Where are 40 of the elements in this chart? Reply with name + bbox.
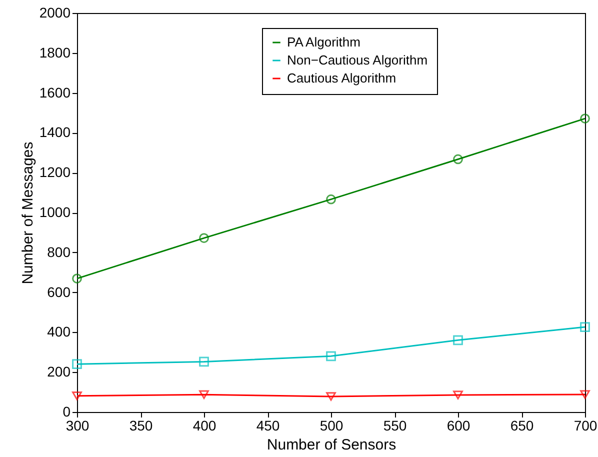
point (580, 114, 590, 124)
y-tick-label: 2000 (39, 4, 71, 20)
y-tick-label: 1800 (39, 44, 71, 60)
x-tick-label: 450 (256, 418, 280, 434)
point (72, 274, 82, 284)
point (326, 351, 336, 362)
point (453, 335, 463, 346)
x-tick-label: 550 (383, 418, 407, 434)
x-tick-label: 700 (574, 418, 598, 434)
y-tick-label: 800 (47, 244, 71, 260)
point (72, 359, 82, 370)
point (326, 194, 336, 204)
x-tick-label: 500 (320, 418, 344, 434)
point (326, 392, 336, 401)
x-tick-label: 300 (66, 418, 90, 434)
y-tick-label: 1200 (39, 164, 71, 180)
x-tick-label: 650 (510, 418, 534, 434)
x-axis-title: Number of Sensors (266, 436, 396, 454)
legend-label: Non−Cautious Algorithm (287, 52, 428, 68)
point (580, 390, 590, 399)
legend-label: PA Algorithm (287, 34, 360, 50)
y-axis-title: Number of Messages (19, 142, 36, 284)
y-tick-label: 1600 (39, 84, 71, 100)
y-tick-label: 0 (62, 404, 71, 420)
x-tick-label: 350 (129, 418, 153, 434)
point (580, 322, 590, 332)
y-tick-label: 200 (47, 364, 71, 380)
point (199, 356, 209, 367)
y-tick-label: 1400 (39, 124, 71, 140)
point (453, 390, 463, 400)
x-tick-label: 600 (446, 418, 470, 434)
x-tick-label: 400 (192, 418, 216, 434)
point (72, 391, 82, 400)
point (199, 390, 209, 400)
point (199, 233, 209, 243)
point (453, 154, 463, 164)
y-tick-label: 600 (47, 284, 71, 300)
y-tick-label: 400 (47, 324, 71, 340)
legend-label: Cautious Algorithm (287, 70, 396, 86)
y-tick-label: 1000 (39, 204, 71, 220)
